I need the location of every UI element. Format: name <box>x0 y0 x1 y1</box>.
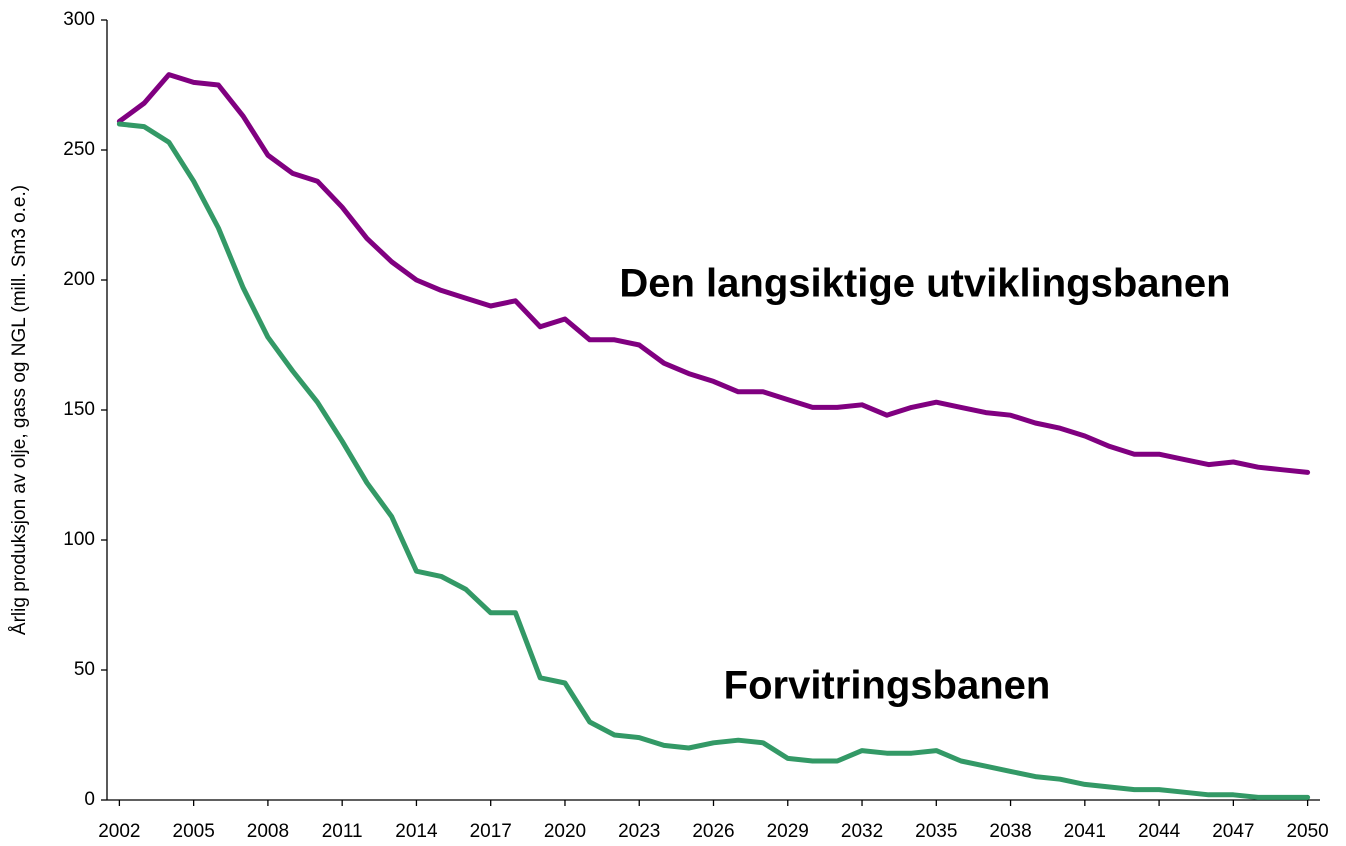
y-axis-label: Årlig produksjon av olje, gass og NGL (m… <box>9 185 30 635</box>
line-series <box>116 72 1311 475</box>
x-tick-label: 2038 <box>989 821 1031 842</box>
x-tick-label: 2008 <box>247 821 289 842</box>
series-label: Den langsiktige utviklingsbanen <box>619 262 1230 306</box>
x-tick-label: 2017 <box>470 821 512 842</box>
line-series <box>116 121 1311 800</box>
y-tick-label: 300 <box>63 9 95 30</box>
x-tick-label: 2047 <box>1212 821 1254 842</box>
x-tick-label: 2041 <box>1064 821 1106 842</box>
x-tick-label: 2026 <box>692 821 734 842</box>
x-tick-label: 2005 <box>173 821 215 842</box>
x-tick-label: 2011 <box>322 821 363 842</box>
x-tick-label: 2002 <box>98 821 140 842</box>
x-tick-label: 2035 <box>915 821 957 842</box>
y-tick-label: 100 <box>63 529 95 550</box>
y-tick-label: 250 <box>63 139 95 160</box>
series-label: Forvitringsbanen <box>724 664 1051 708</box>
y-tick-label: 50 <box>74 659 95 680</box>
x-tick-label: 2044 <box>1138 821 1181 842</box>
y-tick-label: 150 <box>63 399 95 420</box>
x-tick-label: 2029 <box>767 821 809 842</box>
x-tick-label: 2020 <box>544 821 586 842</box>
x-tick-label: 2032 <box>841 821 883 842</box>
x-tick-label: 2014 <box>395 821 438 842</box>
x-tick-label: 2050 <box>1286 821 1328 842</box>
y-tick-label: 200 <box>63 269 95 290</box>
y-tick-label: 0 <box>84 789 95 810</box>
x-tick-label: 2023 <box>618 821 660 842</box>
